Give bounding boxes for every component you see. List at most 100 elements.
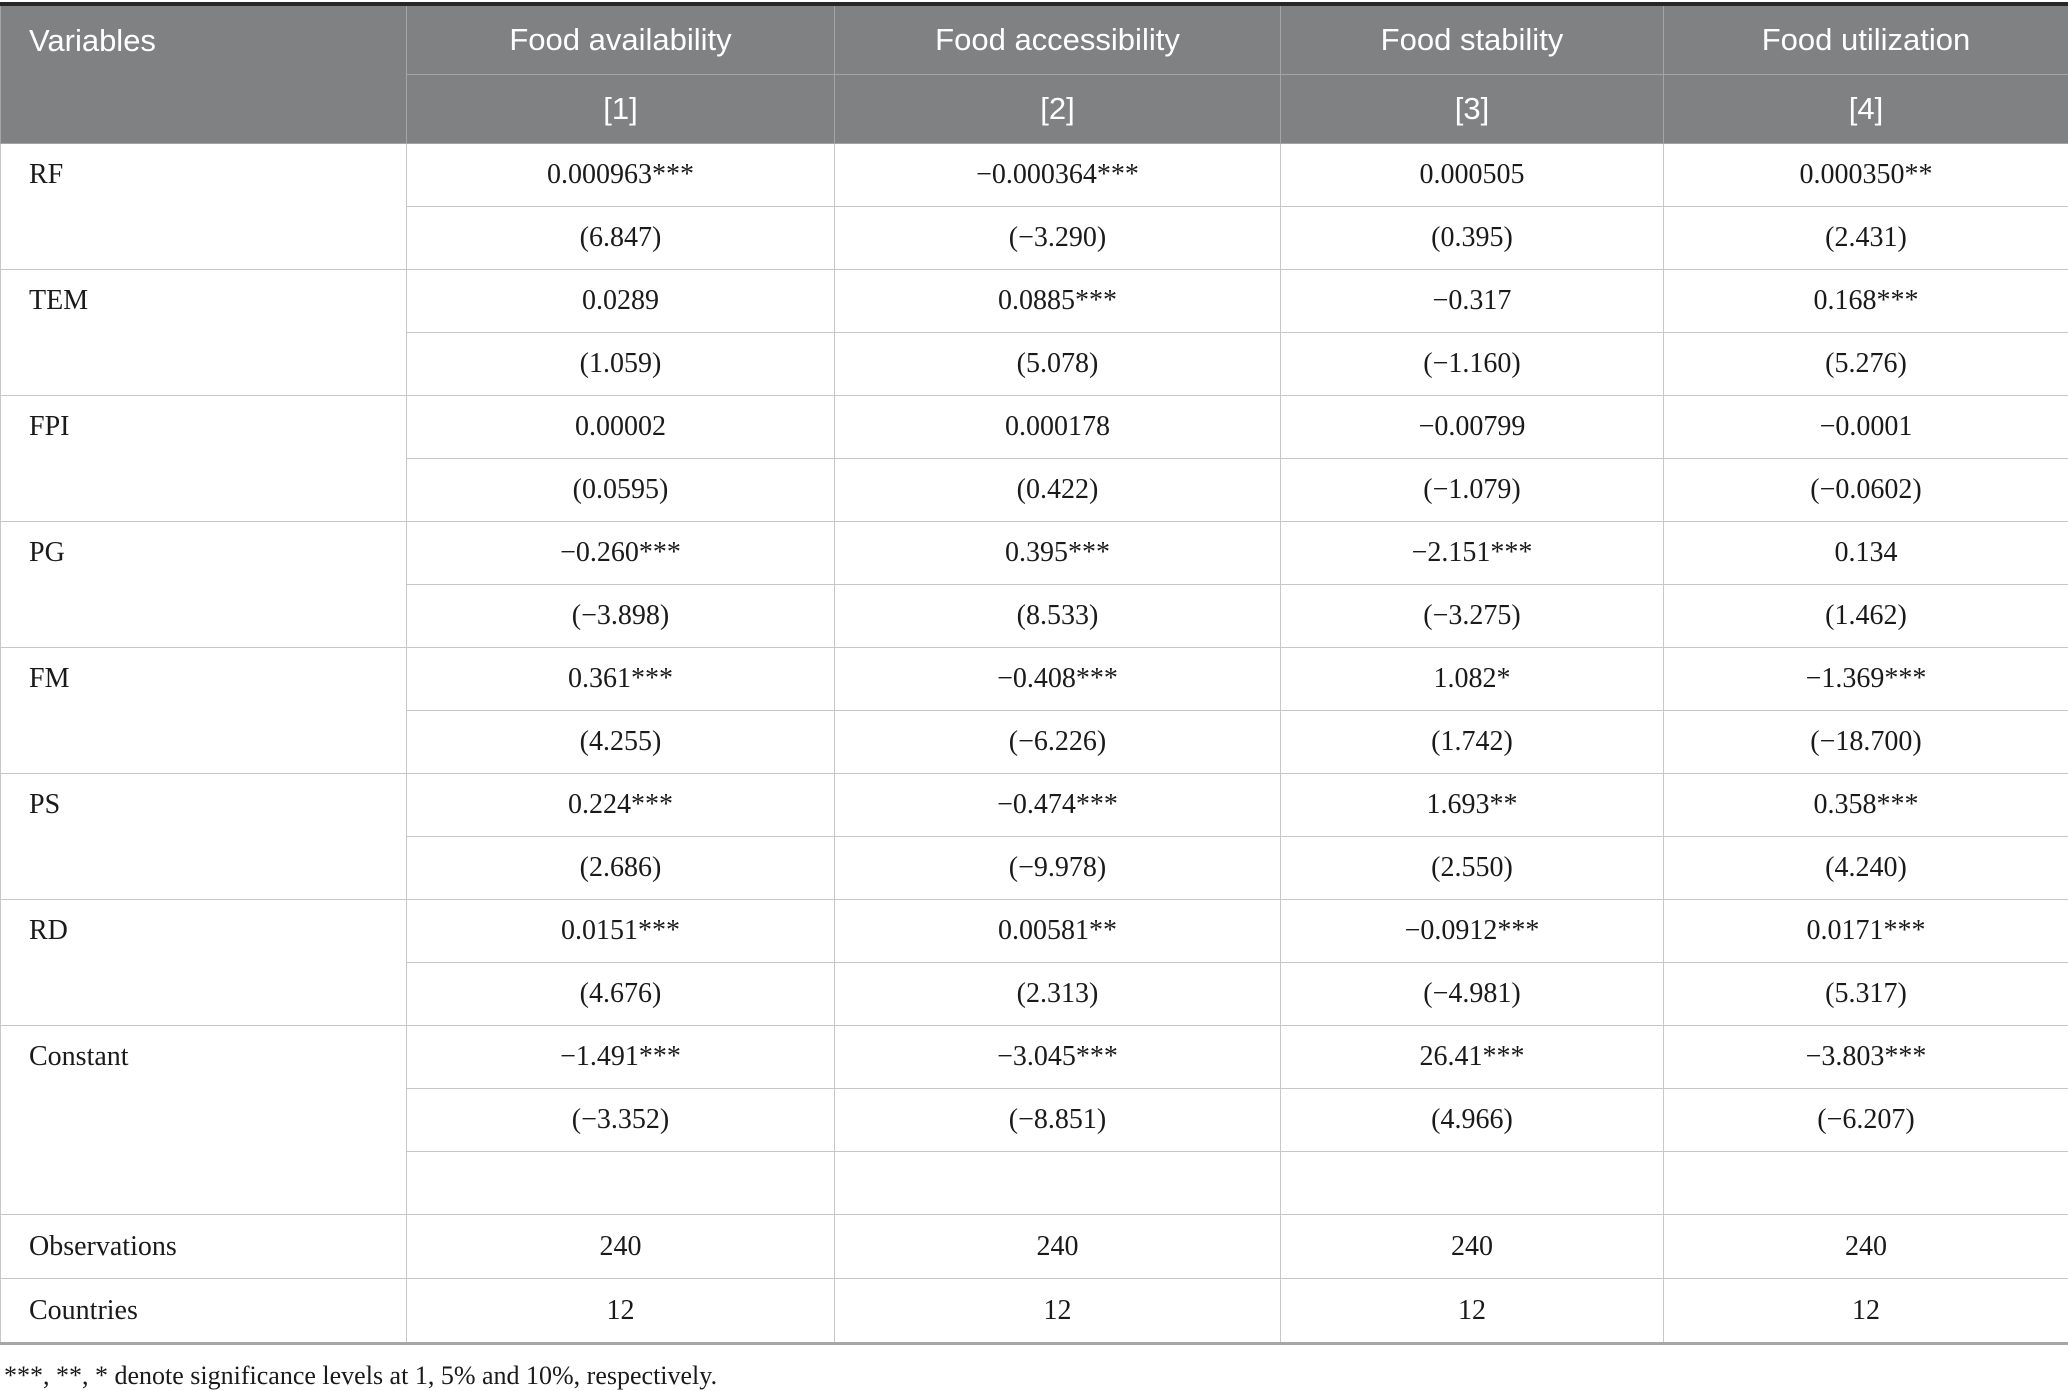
coefficient-cell: 0.358*** [1664, 774, 2068, 837]
coefficient-cell: 0.224*** [407, 774, 835, 837]
tstat-cell: (1.059) [407, 333, 835, 396]
coefficient-cell: −0.00799 [1281, 396, 1664, 459]
tstat-cell: (6.847) [407, 207, 835, 270]
tstat-cell: (2.313) [835, 963, 1281, 1026]
tstat-cell: (−1.160) [1281, 333, 1664, 396]
tstat-cell: (0.395) [1281, 207, 1664, 270]
column-header-food-availability: Food availability [407, 4, 835, 75]
model-number-1: [1] [407, 75, 835, 144]
coefficient-cell: 0.000505 [1281, 144, 1664, 207]
model-number-3: [3] [1281, 75, 1664, 144]
tstat-cell: (−0.0602) [1664, 459, 2068, 522]
coefficient-cell: −0.408*** [835, 648, 1281, 711]
tstat-cell: (−3.290) [835, 207, 1281, 270]
tstat-cell: (2.686) [407, 837, 835, 900]
variable-label-rf: RF [1, 144, 407, 270]
tstat-cell: (4.966) [1281, 1089, 1664, 1152]
table-row-fpi-coef: FPI 0.00002 0.000178 −0.00799 −0.0001 [1, 396, 2068, 459]
tstat-cell: (−6.207) [1664, 1089, 2068, 1152]
tstat-cell: (0.0595) [407, 459, 835, 522]
coefficient-cell: 0.00581** [835, 900, 1281, 963]
table-row-pg-coef: PG −0.260*** 0.395*** −2.151*** 0.134 [1, 522, 2068, 585]
tstat-cell: (5.317) [1664, 963, 2068, 1026]
table-header: Variables Food availability Food accessi… [1, 4, 2068, 144]
tstat-cell: (5.276) [1664, 333, 2068, 396]
regression-results-table: Variables Food availability Food accessi… [0, 2, 2068, 1345]
table-body: RF 0.000963*** −0.000364*** 0.000505 0.0… [1, 144, 2068, 1344]
tstat-cell: (4.676) [407, 963, 835, 1026]
header-row-titles: Variables Food availability Food accessi… [1, 4, 2068, 75]
coefficient-cell: 26.41*** [1281, 1026, 1664, 1089]
coefficient-cell: 0.00002 [407, 396, 835, 459]
tstat-cell: (−3.275) [1281, 585, 1664, 648]
coefficient-cell: 0.0289 [407, 270, 835, 333]
coefficient-cell: 0.000350** [1664, 144, 2068, 207]
variable-label-ps: PS [1, 774, 407, 900]
coefficient-cell: −0.0001 [1664, 396, 2068, 459]
coefficient-cell: 0.134 [1664, 522, 2068, 585]
variable-label-fm: FM [1, 648, 407, 774]
tstat-cell: (1.742) [1281, 711, 1664, 774]
variable-label-constant: Constant [1, 1026, 407, 1215]
coefficient-cell: 0.000963*** [407, 144, 835, 207]
empty-cell [407, 1152, 835, 1215]
coefficient-cell: −0.000364*** [835, 144, 1281, 207]
table-row-observations: Observations 240 240 240 240 [1, 1215, 2068, 1279]
observations-value: 240 [407, 1215, 835, 1279]
variable-label-tem: TEM [1, 270, 407, 396]
column-header-variables: Variables [1, 4, 407, 144]
coefficient-cell: 0.0151*** [407, 900, 835, 963]
table-row-rd-coef: RD 0.0151*** 0.00581** −0.0912*** 0.0171… [1, 900, 2068, 963]
empty-cell [1664, 1152, 2068, 1215]
observations-value: 240 [1281, 1215, 1664, 1279]
tstat-cell: (1.462) [1664, 585, 2068, 648]
coefficient-cell: 0.361*** [407, 648, 835, 711]
variable-label-rd: RD [1, 900, 407, 1026]
coefficient-cell: 1.082* [1281, 648, 1664, 711]
tstat-cell: (−8.851) [835, 1089, 1281, 1152]
table-row-countries: Countries 12 12 12 12 [1, 1279, 2068, 1344]
summary-label-countries: Countries [1, 1279, 407, 1344]
coefficient-cell: 0.168*** [1664, 270, 2068, 333]
coefficient-cell: −0.0912*** [1281, 900, 1664, 963]
column-header-food-accessibility: Food accessibility [835, 4, 1281, 75]
coefficient-cell: −2.151*** [1281, 522, 1664, 585]
table-row-tem-coef: TEM 0.0289 0.0885*** −0.317 0.168*** [1, 270, 2068, 333]
tstat-cell: (−18.700) [1664, 711, 2068, 774]
coefficient-cell: 0.000178 [835, 396, 1281, 459]
tstat-cell: (4.255) [407, 711, 835, 774]
column-header-food-stability: Food stability [1281, 4, 1664, 75]
tstat-cell: (−3.898) [407, 585, 835, 648]
tstat-cell: (−4.981) [1281, 963, 1664, 1026]
variable-label-pg: PG [1, 522, 407, 648]
tstat-cell: (2.550) [1281, 837, 1664, 900]
coefficient-cell: −0.317 [1281, 270, 1664, 333]
coefficient-cell: −1.491*** [407, 1026, 835, 1089]
model-number-2: [2] [835, 75, 1281, 144]
observations-value: 240 [835, 1215, 1281, 1279]
observations-value: 240 [1664, 1215, 2068, 1279]
coefficient-cell: −3.045*** [835, 1026, 1281, 1089]
coefficient-cell: 1.693** [1281, 774, 1664, 837]
table-row-fm-coef: FM 0.361*** −0.408*** 1.082* −1.369*** [1, 648, 2068, 711]
tstat-cell: (−1.079) [1281, 459, 1664, 522]
coefficient-cell: 0.395*** [835, 522, 1281, 585]
model-number-4: [4] [1664, 75, 2068, 144]
tstat-cell: (0.422) [835, 459, 1281, 522]
summary-label-observations: Observations [1, 1215, 407, 1279]
significance-footnote: ***, **, * denote significance levels at… [0, 1345, 2068, 1391]
tstat-cell: (−3.352) [407, 1089, 835, 1152]
coefficient-cell: 0.0885*** [835, 270, 1281, 333]
tstat-cell: (−6.226) [835, 711, 1281, 774]
tstat-cell: (8.533) [835, 585, 1281, 648]
table-row-ps-coef: PS 0.224*** −0.474*** 1.693** 0.358*** [1, 774, 2068, 837]
countries-value: 12 [835, 1279, 1281, 1344]
variable-label-fpi: FPI [1, 396, 407, 522]
countries-value: 12 [1281, 1279, 1664, 1344]
coefficient-cell: 0.0171*** [1664, 900, 2068, 963]
table-row-constant-coef: Constant −1.491*** −3.045*** 26.41*** −3… [1, 1026, 2068, 1089]
empty-cell [1281, 1152, 1664, 1215]
coefficient-cell: −0.260*** [407, 522, 835, 585]
coefficient-cell: −3.803*** [1664, 1026, 2068, 1089]
